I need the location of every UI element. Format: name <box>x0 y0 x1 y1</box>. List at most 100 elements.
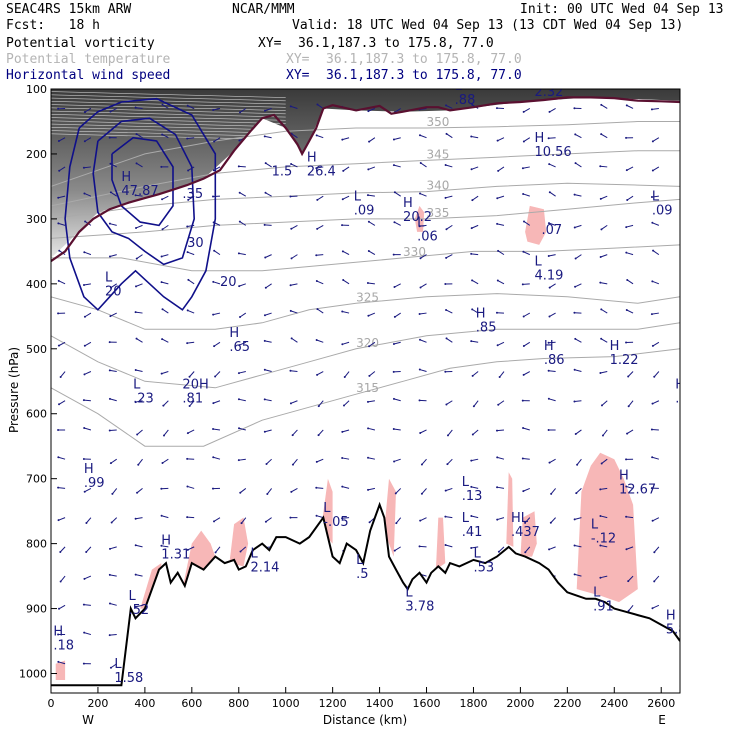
wind-vector <box>162 308 169 314</box>
wind-vector <box>600 575 608 579</box>
wind-vector <box>550 517 556 524</box>
wind-vector <box>86 517 92 524</box>
extremum-marker: L <box>417 215 425 230</box>
wind-vector-head <box>263 135 266 138</box>
wind-vector-head <box>599 488 602 491</box>
wind-vector-head <box>315 280 318 283</box>
wind-vector-head <box>134 194 137 197</box>
extremum-value: .23 <box>133 392 154 407</box>
wind-vector-head <box>161 198 164 201</box>
x-tick-label: 2600 <box>647 697 675 710</box>
y-tick-label: 200 <box>26 148 47 161</box>
wind-vector <box>161 515 169 519</box>
terrain-fill <box>51 504 680 693</box>
wind-vector <box>496 486 505 489</box>
x-tick-label: 400 <box>134 697 155 710</box>
wind-vector <box>136 162 143 168</box>
wind-vector <box>162 458 169 464</box>
wind-vector-head <box>108 429 111 432</box>
wind-vector-head <box>627 609 630 612</box>
field-xy-label-wind: XY= <box>286 68 310 83</box>
wind-vector-head <box>263 109 266 112</box>
wind-vector-head <box>186 548 189 551</box>
wind-vector-head <box>315 460 318 463</box>
wind-vector <box>215 546 221 553</box>
wind-vector-head <box>134 311 137 314</box>
theta-contour-label: 335 <box>427 206 450 220</box>
wind-vector <box>445 164 453 168</box>
wind-speed-contour <box>64 97 217 311</box>
wind-vector <box>445 544 453 548</box>
wind-vector-head <box>496 139 499 142</box>
wind-vector <box>575 162 582 168</box>
extremum-marker: H <box>544 339 554 354</box>
wind-vector <box>344 371 350 378</box>
wind-vector <box>161 371 169 375</box>
wind-vector-head <box>368 140 371 143</box>
extremum-value: 3.78 <box>405 600 434 615</box>
extremum-marker: H <box>229 326 239 341</box>
y-axis-label: Pressure (hPa) <box>7 347 21 433</box>
extremum-value: .09 <box>354 203 375 218</box>
wind-vector <box>239 192 247 197</box>
extremum-marker: H <box>675 378 685 393</box>
wind-vector <box>58 661 66 665</box>
wind-vector-head <box>187 278 190 281</box>
wind-vector <box>575 133 582 139</box>
wind-vector <box>574 283 582 288</box>
wind-vector-head <box>651 280 654 283</box>
extremum-value: .5 <box>356 567 368 582</box>
extremum-marker: L <box>473 547 481 562</box>
wind-vector <box>135 283 143 287</box>
extremum-value: 20 <box>220 275 237 290</box>
wind-vector-head <box>315 167 318 170</box>
wind-vector <box>445 309 453 314</box>
wind-vector-head <box>600 228 603 231</box>
wind-vector-head <box>496 486 499 489</box>
wind-vector-head <box>393 315 396 318</box>
wind-vector <box>110 191 117 197</box>
wind-vector-head <box>83 344 86 347</box>
wind-vector <box>342 310 350 314</box>
wind-vector <box>58 195 66 199</box>
wind-vector-head <box>108 634 111 637</box>
wind-vector-head <box>160 281 163 284</box>
wind-vector <box>58 166 66 172</box>
wind-vector-head <box>470 168 473 171</box>
wind-vector-head <box>265 462 268 465</box>
extremum-marker: L <box>462 475 470 490</box>
wind-vector-head <box>599 165 602 168</box>
wind-vector <box>368 250 376 256</box>
wind-vector-head <box>263 398 266 401</box>
wind-vector <box>548 137 556 139</box>
wind-vector-head <box>315 486 318 489</box>
wind-vector-head <box>418 313 421 316</box>
wind-vector <box>548 370 556 373</box>
wind-vector-head <box>161 133 164 136</box>
wind-vector <box>84 108 92 113</box>
wind-vector <box>652 222 660 226</box>
wind-vector-head <box>419 519 422 522</box>
wind-vector <box>213 400 221 404</box>
wind-vector <box>316 339 324 343</box>
extremum-value: .07 <box>542 223 563 238</box>
wind-vector-head <box>446 434 449 437</box>
x-tick-label: 1400 <box>366 697 394 710</box>
wind-vector <box>600 195 608 200</box>
wind-vector-head <box>317 405 320 408</box>
wind-vector <box>187 429 195 434</box>
wind-vector-head <box>109 162 112 165</box>
wind-vector <box>161 545 169 548</box>
extremum-value: 5.8 <box>666 622 687 637</box>
wind-vector-head <box>496 456 499 459</box>
moisture-shading <box>525 205 547 245</box>
extremum-marker: L <box>354 189 362 204</box>
wind-vector-head <box>573 573 576 576</box>
x-tick-label: 2000 <box>506 697 534 710</box>
wind-vector-head <box>418 338 421 341</box>
wind-vector <box>137 458 143 466</box>
wind-vector-head <box>548 110 551 113</box>
pv-contour <box>51 94 286 102</box>
wind-vector-head <box>653 375 656 378</box>
wind-vector-head <box>367 314 370 317</box>
